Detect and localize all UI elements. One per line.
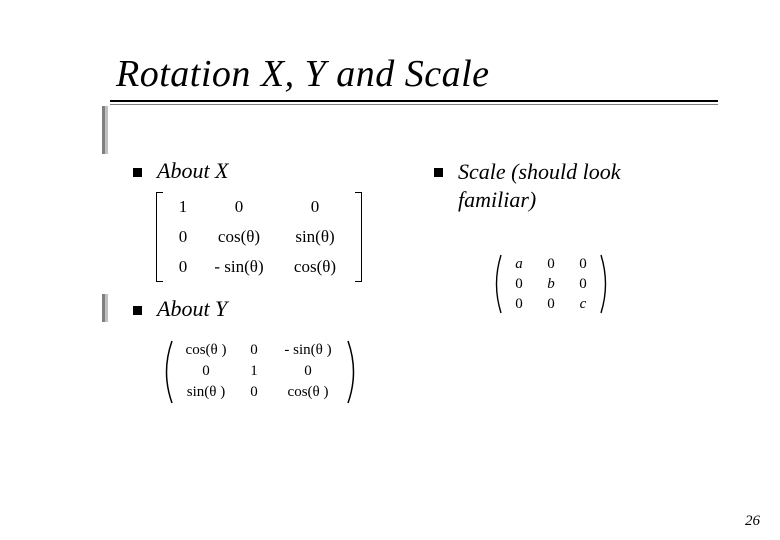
matrix-cell: - sin(θ ) — [270, 342, 346, 359]
slide: Rotation X, Y and Scale About X 1 0 0 0 … — [0, 0, 780, 540]
matrix-cell: cos(θ ) — [270, 384, 346, 401]
section-heading-about-x: About X — [157, 158, 229, 184]
matrix-cell: cos(θ) — [277, 257, 353, 277]
matrix-cell: cos(θ ) — [174, 342, 238, 359]
paren-right-icon — [346, 340, 360, 404]
matrix-cell: 0 — [201, 197, 277, 217]
matrix-cell: 0 — [567, 276, 599, 293]
bullet-icon — [133, 306, 142, 315]
matrix-cell: - sin(θ) — [201, 257, 277, 277]
bullet-icon — [434, 168, 443, 177]
left-accent-bar — [102, 294, 108, 322]
matrix-cell: c — [567, 296, 599, 313]
title-underline — [110, 100, 718, 107]
matrix-cell: sin(θ ) — [174, 384, 238, 401]
paren-right-icon — [599, 254, 611, 314]
matrix-cell: b — [535, 276, 567, 293]
matrix-cell: 0 — [503, 276, 535, 293]
matrix-cell: 0 — [535, 296, 567, 313]
matrix-cell: sin(θ) — [277, 227, 353, 247]
paren-left-icon — [160, 340, 174, 404]
matrix-cell: 0 — [277, 197, 353, 217]
matrix-cell: 0 — [174, 363, 238, 380]
matrix-cell: 0 — [567, 256, 599, 273]
paren-left-icon — [491, 254, 503, 314]
matrix-cell: 1 — [238, 363, 270, 380]
matrix-about-y: cos(θ ) 0 - sin(θ ) 0 1 0 sin(θ ) 0 cos(… — [174, 340, 346, 404]
bullet-icon — [133, 168, 142, 177]
left-accent-bar — [102, 106, 108, 154]
matrix-cell: 0 — [270, 363, 346, 380]
matrix-cell: cos(θ) — [201, 227, 277, 247]
page-title: Rotation X, Y and Scale — [116, 52, 490, 96]
page-number: 26 — [745, 513, 760, 530]
matrix-cell: 0 — [535, 256, 567, 273]
matrix-cell: 0 — [165, 257, 201, 277]
matrix-scale: a 0 0 0 b 0 0 0 c — [503, 254, 599, 314]
matrix-cell: 0 — [238, 342, 270, 359]
matrix-cell: 1 — [165, 197, 201, 217]
section-heading-about-y: About Y — [157, 296, 227, 322]
matrix-cell: a — [503, 256, 535, 273]
matrix-cell: 0 — [238, 384, 270, 401]
section-heading-scale: Scale (should look familiar) — [458, 158, 688, 213]
matrix-about-x: 1 0 0 0 cos(θ) sin(θ) 0 - sin(θ) cos(θ) — [165, 192, 353, 282]
matrix-cell: 0 — [503, 296, 535, 313]
matrix-cell: 0 — [165, 227, 201, 247]
